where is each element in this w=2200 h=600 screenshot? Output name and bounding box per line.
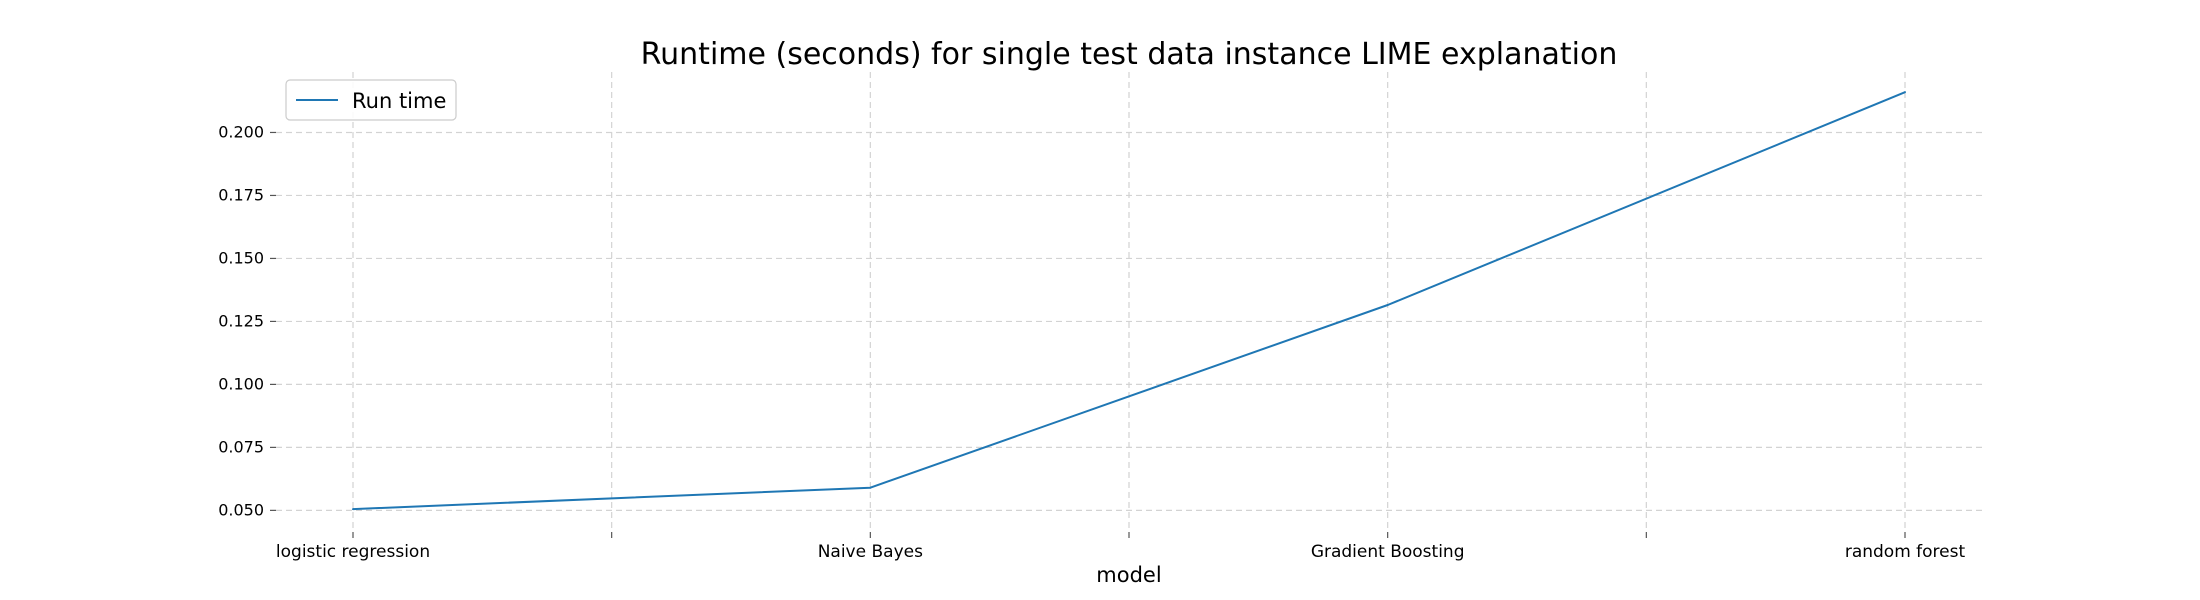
chart-title: Runtime (seconds) for single test data i… (641, 37, 1618, 72)
x-tick-label: Gradient Boosting (1311, 542, 1465, 562)
y-tick-label: 0.125 (218, 311, 264, 330)
y-tick-label: 0.075 (218, 437, 264, 456)
x-axis-label: model (1096, 563, 1161, 587)
data-point (869, 486, 872, 489)
grid-layer (276, 72, 1982, 528)
data-point (352, 508, 354, 511)
y-tick-label: 0.100 (218, 374, 264, 393)
legend-label: Run time (352, 89, 446, 113)
tick-layer: 0.050 0.075 0.100 0.125 0.150 0.175 0.200 logis… (218, 122, 1965, 562)
x-tick-label: logistic regression (276, 542, 430, 562)
x-tick-label: Naive Bayes (818, 542, 923, 562)
y-tick-label: 0.200 (218, 122, 264, 141)
y-tick-label: 0.050 (218, 500, 264, 519)
data-point (1386, 304, 1389, 307)
legend-box (285, 79, 457, 121)
legend: Run time (285, 79, 457, 121)
y-tick-label: 0.150 (218, 248, 264, 267)
series-line-0 (352, 91, 1906, 511)
data-point (1904, 91, 1906, 94)
series-layer (352, 91, 1906, 511)
y-tick-label: 0.175 (218, 185, 264, 204)
x-tick-label: random forest (1845, 542, 1966, 562)
